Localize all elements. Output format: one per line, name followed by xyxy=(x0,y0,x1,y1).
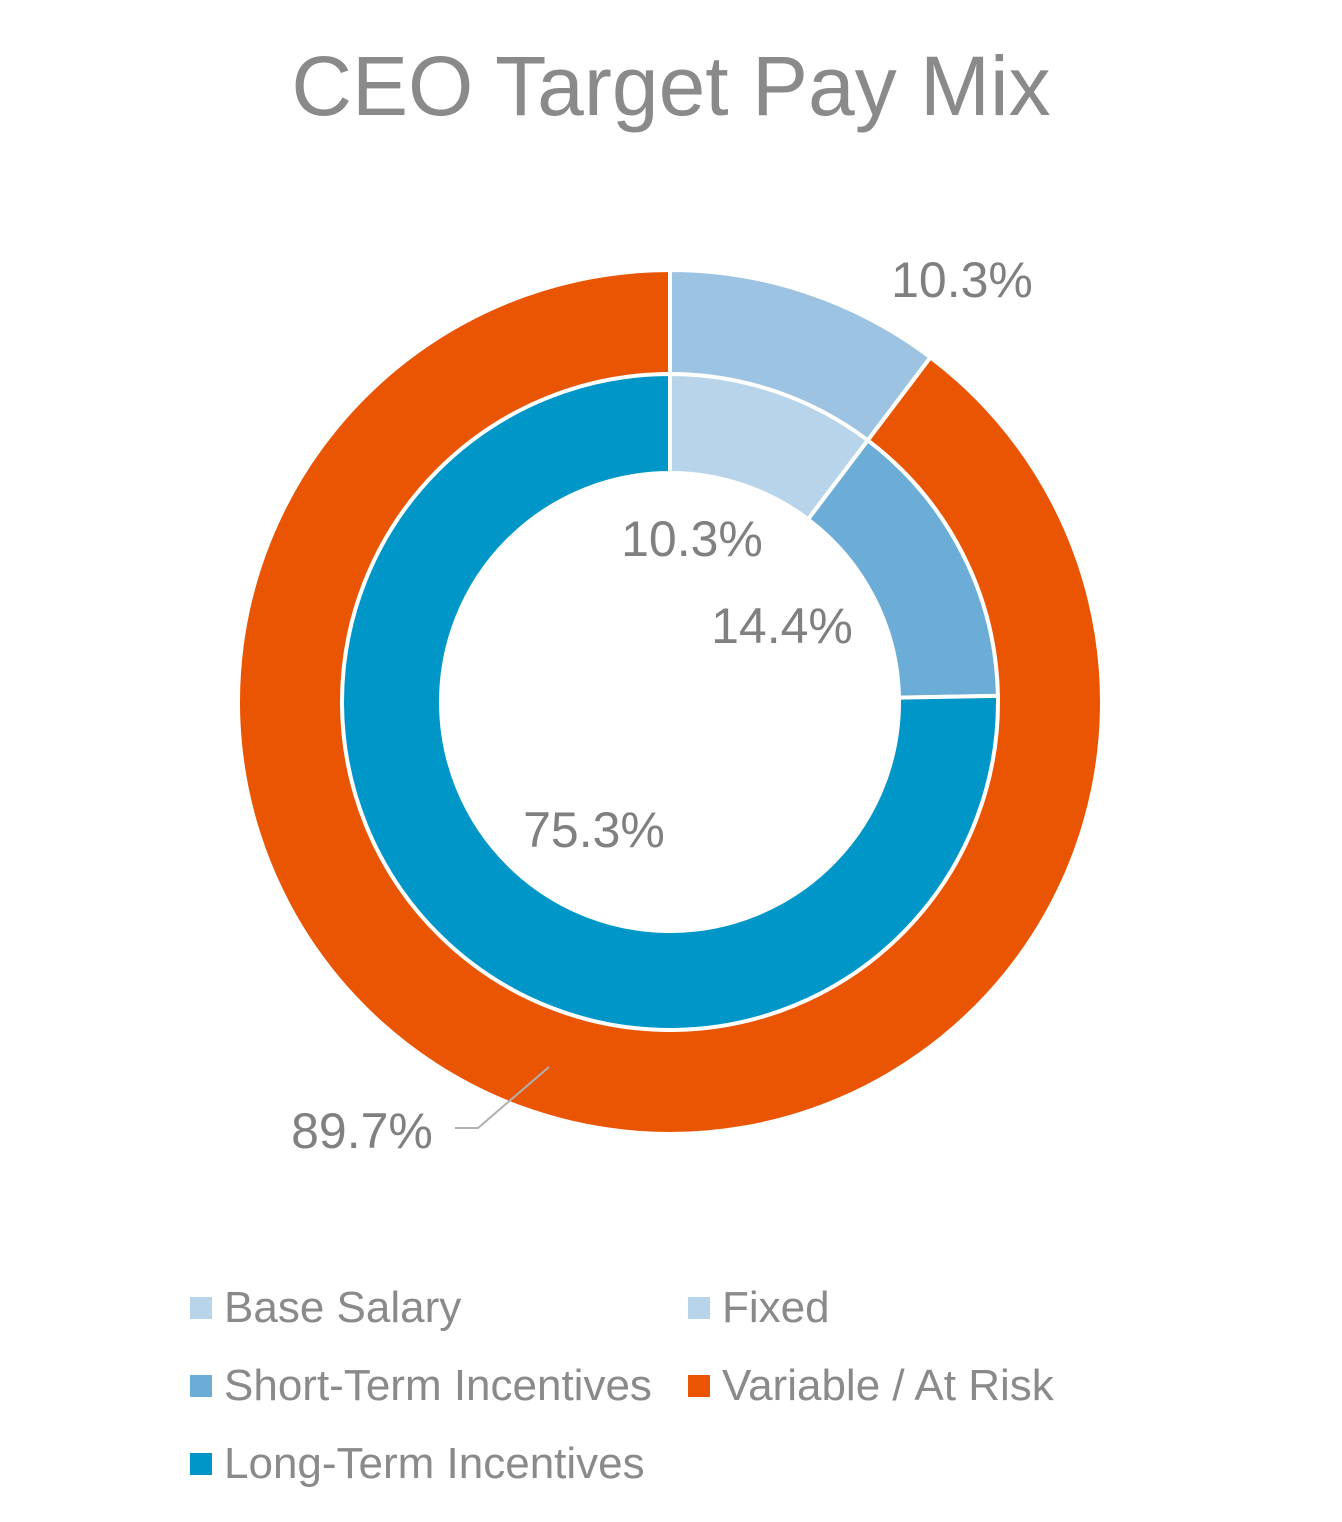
inner-ring-slice-long-term-incentives xyxy=(340,371,1000,1032)
data-label-fixed: 10.3% xyxy=(891,252,1033,308)
data-label-variable-at-risk: 89.7% xyxy=(291,1103,433,1159)
data-label-short-term-incentives: 14.4% xyxy=(711,598,853,654)
chart-title: CEO Target Pay Mix xyxy=(291,39,1051,133)
data-label-long-term-incentives: 75.3% xyxy=(523,802,665,858)
leader-line-variable-at-risk xyxy=(455,1066,550,1129)
data-label-base-salary: 10.3% xyxy=(621,511,763,567)
